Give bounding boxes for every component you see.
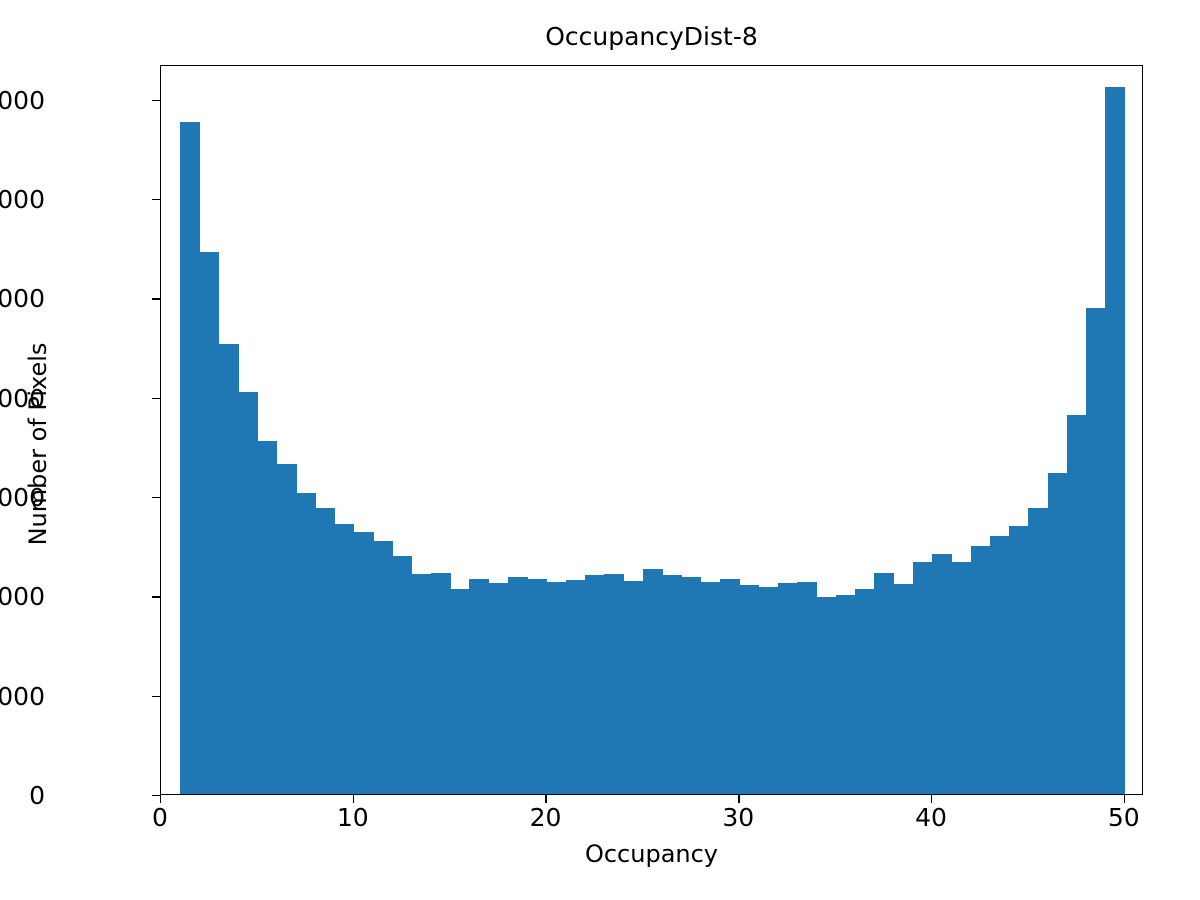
- histogram-bar: [450, 589, 470, 794]
- chart-title: OccupancyDist-8: [545, 22, 758, 51]
- histogram-bar: [835, 595, 856, 794]
- y-axis-tick-mark: [152, 795, 160, 797]
- y-axis-tick-mark: [152, 199, 160, 201]
- y-axis-tick-label: 6000: [0, 185, 45, 215]
- histogram-bar: [1066, 414, 1087, 794]
- x-axis-tick-mark: [1123, 795, 1126, 803]
- histogram-bar: [719, 579, 740, 794]
- x-axis-tick-label: 40: [915, 803, 947, 832]
- histogram-bar: [373, 540, 393, 794]
- histogram-bar: [469, 579, 490, 794]
- histogram-bar: [854, 589, 875, 794]
- histogram-bar: [295, 493, 316, 794]
- y-axis-tick-mark: [152, 397, 160, 400]
- histogram-bar: [218, 344, 239, 794]
- histogram-bar: [1028, 507, 1049, 794]
- x-axis-tick-mark: [545, 795, 547, 803]
- x-axis-tick-mark: [352, 795, 355, 803]
- histogram-bar: [931, 553, 952, 794]
- y-axis-label: Number of Pixels: [24, 342, 52, 546]
- y-axis-tick-mark: [152, 298, 160, 300]
- histogram-bar: [1047, 473, 1068, 794]
- histogram-bar: [642, 568, 663, 794]
- histogram-bar: [546, 582, 567, 794]
- y-axis-tick-label: 7000: [0, 85, 45, 115]
- x-axis-tick-label: 0: [152, 803, 168, 832]
- y-axis-tick-label: 5000: [0, 284, 45, 314]
- histogram-bar: [353, 531, 374, 794]
- histogram-bar: [681, 577, 702, 794]
- histogram-bar: [623, 581, 644, 794]
- y-axis-tick-label: 4000: [0, 383, 45, 413]
- histogram-bar: [951, 561, 972, 794]
- histogram-bar: [816, 597, 837, 794]
- histogram-bar: [739, 585, 760, 794]
- y-axis-tick-mark: [152, 596, 160, 598]
- histogram-bar: [392, 555, 413, 794]
- histogram-bar: [334, 523, 355, 794]
- histogram-bar: [238, 391, 258, 794]
- histogram-bar: [1086, 308, 1107, 794]
- histogram-bar: [315, 507, 336, 794]
- y-axis-tick-mark: [152, 497, 160, 499]
- y-axis-tick-label: 2000: [0, 582, 45, 612]
- histogram-bar: [276, 464, 297, 794]
- histogram-bar: [585, 574, 605, 794]
- x-axis-tick-mark: [738, 795, 740, 803]
- histogram-bar: [1009, 525, 1029, 794]
- histogram-bar: [970, 545, 991, 794]
- histogram-bar: [758, 587, 779, 794]
- y-axis-tick-label: 3000: [0, 483, 45, 513]
- histogram-bar: [700, 582, 721, 794]
- y-axis-tick-mark: [152, 695, 160, 698]
- histogram-bar: [1105, 86, 1126, 794]
- histogram-bar: [989, 535, 1010, 794]
- histogram-bar: [604, 573, 625, 794]
- x-axis-tick-label: 10: [336, 803, 369, 832]
- x-axis-tick-label: 20: [529, 803, 562, 832]
- histogram-bar: [662, 574, 682, 794]
- histogram-bar: [912, 561, 933, 794]
- plot-area: [160, 65, 1143, 795]
- histogram-bars: [161, 66, 1142, 794]
- histogram-bar: [430, 572, 451, 794]
- histogram-bar: [797, 582, 817, 794]
- x-axis-tick-label: 30: [722, 803, 755, 832]
- histogram-bar: [180, 121, 201, 794]
- histogram-bar: [893, 584, 914, 794]
- x-axis-tick-mark: [160, 795, 162, 803]
- histogram-bar: [565, 580, 586, 794]
- histogram-bar: [411, 573, 432, 794]
- histogram-bar: [777, 583, 798, 794]
- x-axis-tick-label: 50: [1107, 803, 1140, 832]
- histogram-bar: [874, 572, 895, 794]
- x-axis-label: Occupancy: [584, 840, 719, 868]
- y-axis-tick-label: 0: [29, 781, 45, 810]
- histogram-bar: [488, 583, 509, 794]
- histogram-bar: [199, 251, 220, 794]
- histogram-bar: [507, 577, 528, 794]
- y-axis-tick-mark: [152, 99, 160, 102]
- histogram-bar: [257, 441, 278, 794]
- y-axis-tick-label: 1000: [0, 681, 45, 711]
- histogram-bar: [527, 579, 548, 794]
- x-axis-tick-mark: [930, 795, 933, 803]
